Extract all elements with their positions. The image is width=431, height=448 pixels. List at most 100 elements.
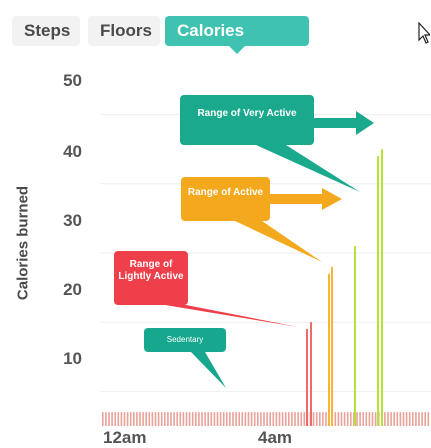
baseline-bar — [405, 412, 408, 426]
baseline-bar — [102, 412, 104, 426]
baseline-bar — [111, 412, 113, 426]
callout-arrow — [270, 188, 342, 210]
peak-bar — [331, 266, 333, 426]
tab-floors[interactable]: Floors — [88, 16, 160, 46]
baseline-bar — [294, 412, 296, 426]
baseline-bar — [250, 412, 253, 426]
callout-pointer — [235, 221, 322, 262]
baseline-bar — [371, 412, 374, 426]
baseline-bar — [164, 412, 166, 426]
baseline-bar — [399, 412, 402, 426]
baseline-bar — [219, 412, 222, 426]
baseline-bar — [235, 412, 237, 426]
peak-bar — [381, 149, 383, 426]
baseline-bar — [213, 412, 216, 426]
baseline-bar — [288, 412, 290, 426]
callout-pointer — [191, 352, 226, 388]
baseline-bar — [210, 412, 213, 426]
baseline-bar — [325, 412, 327, 426]
callout-very-active: Range of Very Active — [180, 95, 314, 145]
baseline-bar — [222, 412, 225, 426]
baseline-bar — [284, 412, 287, 426]
baseline-bar — [359, 412, 361, 426]
baseline-bar — [319, 412, 321, 426]
baseline-bar — [297, 412, 299, 426]
callout-arrow — [314, 111, 374, 135]
baseline-bar — [390, 412, 392, 426]
baseline-bar — [204, 412, 206, 426]
baseline-bar — [356, 412, 358, 426]
callout-pointer — [256, 145, 360, 192]
baseline-bar — [334, 412, 337, 426]
baseline-bar — [312, 412, 315, 426]
baseline-bar — [253, 412, 256, 426]
baseline-bar — [120, 412, 123, 426]
baseline-bar — [350, 412, 352, 426]
baseline-bar — [346, 412, 349, 426]
baseline-bar — [263, 412, 265, 426]
baseline-bar — [337, 412, 340, 426]
y-tick-40: 40 — [63, 142, 82, 161]
callout-active: Range of Active — [181, 177, 270, 221]
baseline-bar — [427, 412, 430, 426]
baseline-bar — [365, 412, 368, 426]
baseline-bar — [191, 412, 194, 426]
baseline-bar — [105, 412, 107, 426]
baseline-bar — [275, 412, 278, 426]
callout-lightly-active: Range of Lightly Active — [114, 251, 188, 305]
baseline-bar — [241, 412, 244, 426]
baseline-bar — [260, 412, 262, 426]
baseline-bar — [322, 412, 324, 426]
tab-calories-burned[interactable]: Calories burned — [165, 16, 309, 70]
baseline-bar — [188, 412, 191, 426]
baseline-bar — [133, 412, 135, 426]
baseline-bar — [170, 412, 172, 426]
baseline-bar — [145, 412, 147, 426]
baseline-bar — [117, 412, 120, 426]
baseline-bar — [238, 412, 240, 426]
y-tick-20: 20 — [63, 280, 82, 299]
peak-bar — [310, 322, 312, 426]
baseline-bar — [139, 412, 141, 426]
baseline-bar — [126, 412, 129, 426]
peak-bar — [328, 273, 330, 426]
baseline-bar — [362, 412, 364, 426]
baseline-bar — [167, 412, 169, 426]
mouse-cursor-icon — [418, 22, 430, 44]
peak-bar — [306, 329, 308, 426]
baseline-bar — [216, 412, 219, 426]
baseline-bar — [278, 412, 281, 426]
baseline-bar — [173, 412, 175, 426]
baseline-bar — [408, 412, 411, 426]
baseline-bar — [402, 412, 405, 426]
baseline-bar — [148, 412, 151, 426]
callout-pointer — [165, 305, 298, 327]
baseline-bar — [353, 412, 355, 426]
baseline-bar — [244, 412, 247, 426]
baseline-bar — [300, 412, 302, 426]
baseline-bar — [412, 412, 414, 426]
baseline-bar — [393, 412, 395, 426]
baseline-bar — [303, 412, 306, 426]
baseline-bar — [114, 412, 116, 426]
x-tick-4am: 4am — [258, 428, 293, 447]
baseline-bar — [340, 412, 343, 426]
callout-sedentary: Sedentary — [144, 328, 226, 352]
baseline-bar — [266, 412, 268, 426]
baseline-bar — [123, 412, 126, 426]
baseline-bar — [160, 412, 163, 426]
peak-bar — [377, 156, 379, 426]
baseline-bar — [157, 412, 160, 426]
baseline-bar — [185, 412, 188, 426]
baseline-bar — [154, 412, 157, 426]
baseline-bar — [415, 412, 417, 426]
baseline-bar — [384, 412, 386, 426]
baseline-bar — [247, 412, 250, 426]
baseline-bar — [418, 412, 420, 426]
tab-steps[interactable]: Steps — [12, 16, 80, 46]
baseline-bar — [421, 412, 423, 426]
baseline-bar — [229, 412, 231, 426]
baseline-bar — [108, 412, 110, 426]
baseline-bar — [396, 412, 399, 426]
